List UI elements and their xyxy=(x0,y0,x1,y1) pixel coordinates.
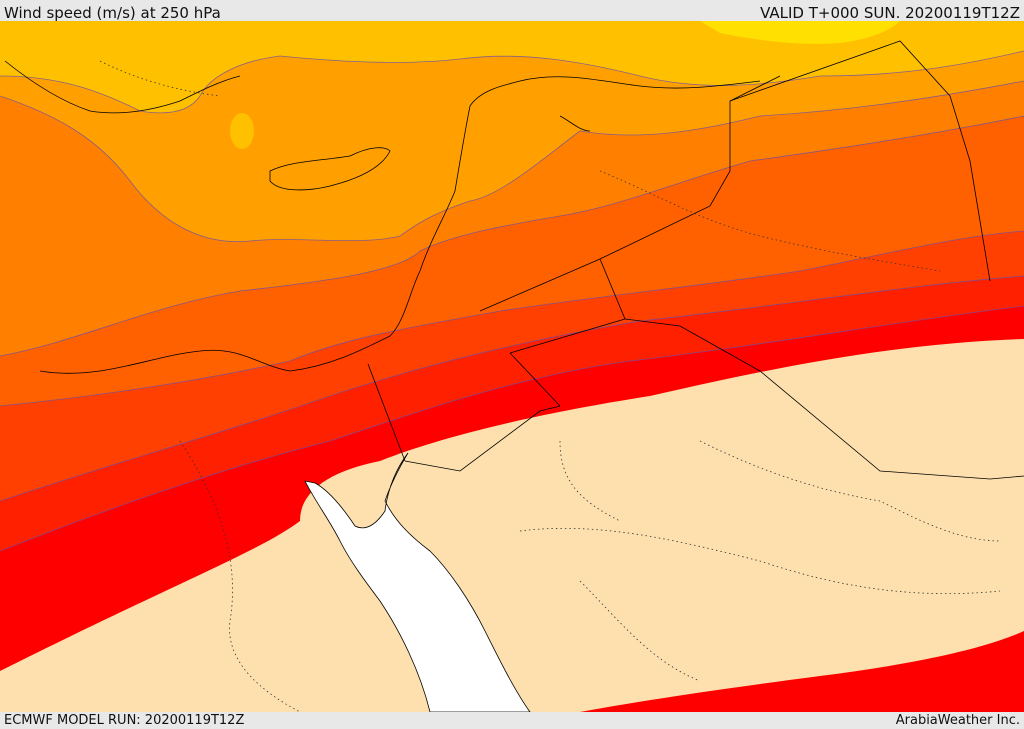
map-footer: ECMWF MODEL RUN: 20200119T12Z ArabiaWeat… xyxy=(0,712,1024,729)
province-borders xyxy=(99,60,1001,712)
wind-band-2-patch xyxy=(230,113,254,149)
wind-speed-map xyxy=(0,21,1024,712)
map-canvas xyxy=(0,21,1024,712)
credit-label: ArabiaWeather Inc. xyxy=(895,713,1020,728)
wind-band-1 xyxy=(700,21,900,44)
map-header: Wind speed (m/s) at 250 hPa VALID T+000 … xyxy=(0,0,1024,22)
map-title: Wind speed (m/s) at 250 hPa xyxy=(4,4,221,22)
wind-band-8-southeast xyxy=(580,631,1024,712)
model-run-label: ECMWF MODEL RUN: 20200119T12Z xyxy=(4,713,245,728)
red-sea xyxy=(304,452,531,712)
wind-band-2 xyxy=(0,21,1024,113)
valid-time-label: VALID T+000 SUN. 20200119T12Z xyxy=(760,4,1020,22)
coastlines xyxy=(4,60,761,374)
political-borders xyxy=(367,40,1024,480)
